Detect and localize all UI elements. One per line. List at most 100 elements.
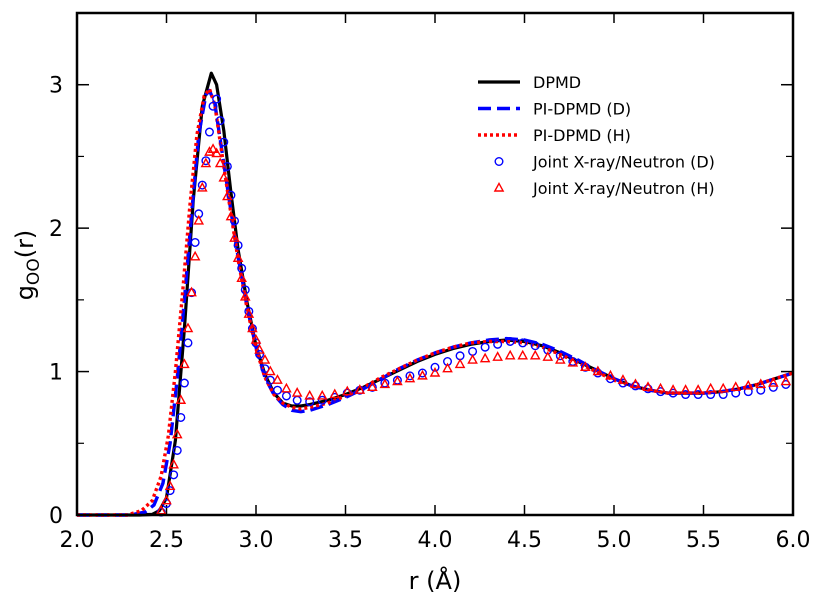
x-tick-label: 3.0 [239,528,274,553]
data-point [225,210,237,221]
data-point [504,349,516,360]
data-point [717,382,729,393]
x-tick-label: 2.0 [60,528,95,553]
data-point [630,378,641,389]
data-point [480,342,490,352]
data-point [214,157,226,168]
data-point [176,412,186,422]
data-point [265,375,275,385]
x-tick-label: 5.0 [597,528,632,553]
legend-label: PI-DPMD (D) [533,100,631,119]
data-point [756,385,766,395]
data-point [204,146,215,156]
data-point [305,397,315,407]
data-point [517,349,529,360]
data-point [197,180,207,190]
y-axis-label: gOO(r) [11,230,44,301]
data-point [542,351,554,361]
data-point [165,486,175,496]
data-point [239,290,251,301]
data-point [237,263,247,273]
data-point [530,341,540,351]
data-point [254,343,265,354]
data-point [304,389,316,400]
data-point [692,384,704,394]
data-point [681,390,691,400]
data-point [493,339,503,349]
x-tick-label: 3.5 [328,528,363,553]
data-point [467,354,478,364]
data-point [219,137,229,147]
data-point [680,384,691,394]
data-point [222,190,233,201]
data-point [168,458,179,469]
data-point [265,365,276,376]
data-point [171,428,183,439]
data-point [259,354,271,364]
data-point [655,382,666,393]
data-point [705,382,716,393]
data-point [518,338,528,348]
y-axis-label-tail: (r) [11,230,39,259]
data-point [211,147,222,158]
data-point [317,395,327,405]
data-point [272,385,282,395]
y-axis-label-main: g [11,285,39,300]
data-point [232,252,244,262]
data-point [200,157,212,168]
data-point [281,391,291,401]
y-tick-label: 2 [49,217,63,242]
data-point [430,362,440,372]
data-point [567,356,579,367]
data-point [780,375,792,386]
data-point [244,306,254,316]
data-point [392,375,403,386]
data-point [505,336,515,346]
legend-swatch-3 [494,156,504,166]
tick-labels: 2.0 2.5 3.0 3.5 4.0 4.5 5.0 5.5 6.0 0 1 2 3 [49,74,811,553]
x-tick-label: 5.5 [686,528,721,553]
series-line-1 [77,88,794,517]
x-tick-label: 4.0 [418,528,453,553]
legend-label: Joint X-ray/Neutron (D) [532,153,715,172]
data-point [554,354,566,364]
data-point [367,381,378,392]
data-point [196,181,208,192]
data-point [236,272,247,283]
data-point [442,362,453,373]
y-tick-label: 3 [49,74,63,99]
series-markers-4 [155,143,792,515]
data-point [208,101,218,111]
data-point [417,368,427,378]
data-point [755,378,767,389]
legend-label: Joint X-ray/Neutron (H) [532,179,715,198]
y-tick-label: 0 [49,504,63,529]
data-point [201,156,211,166]
data-point [204,127,214,137]
data-point [229,232,240,242]
data-point [247,322,258,333]
data-point [193,214,205,225]
legend-label: PI-DPMD (H) [533,126,631,145]
data-point [492,351,503,361]
data-point [706,390,716,400]
data-point [255,349,265,359]
data-point [164,480,176,491]
data-point [768,382,778,392]
data-point [731,388,741,398]
legend-label: DPMD [533,73,581,92]
data-point [207,143,219,153]
y-axis-label-subscript: OO [24,258,44,285]
data-point [605,369,616,380]
data-point [479,352,491,363]
y-tick-label: 1 [49,361,63,386]
data-point [155,504,167,515]
x-tick-label: 2.5 [149,528,184,553]
data-point [429,366,441,377]
data-point [743,387,753,397]
data-point [693,390,703,400]
data-point [218,171,230,182]
data-point [354,384,366,394]
plot-frame [75,11,795,517]
